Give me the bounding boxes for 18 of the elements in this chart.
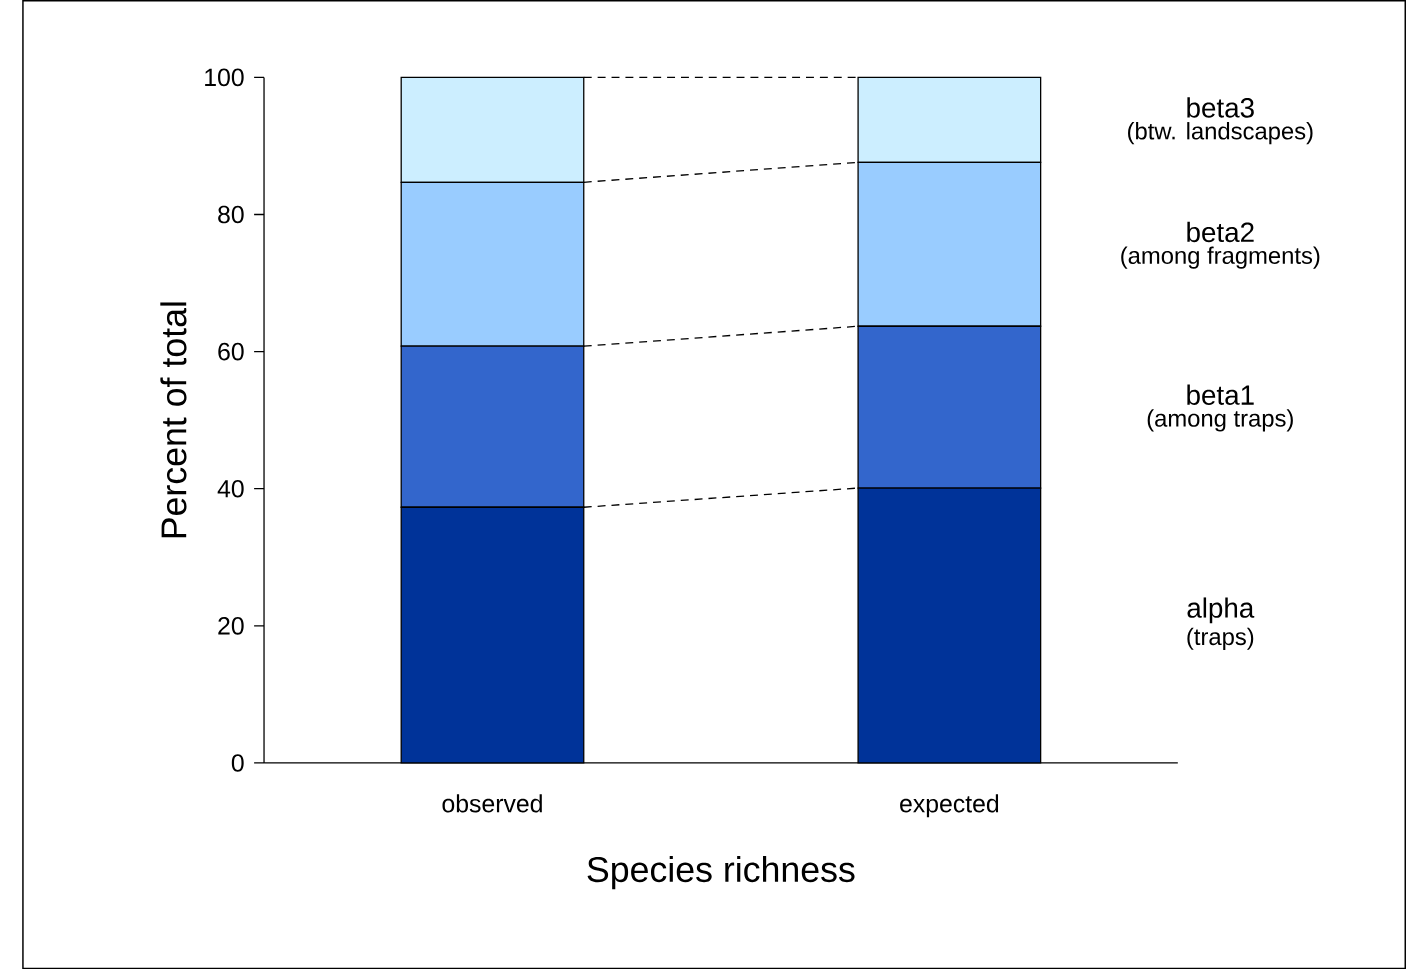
y-tick-label: 80 [218,205,244,224]
text: (traps) [1187,627,1254,650]
y-tick-label: 60 [218,342,244,361]
y-tick-label: 20 [218,616,244,635]
x-axis-title: Species richness [587,855,855,890]
annotation: (among traps) [1147,409,1293,432]
text: alpha [1187,597,1255,624]
text: beta2 [1187,221,1254,242]
y-axis-title: Percent of total [160,302,187,538]
y-tick-label: 40 [217,479,244,498]
y-tick-label: 100 [205,68,244,87]
x-tick-label: expected [900,794,999,818]
y-tick-label: 0 [231,754,244,772]
annotation: (among fragments) [1121,246,1320,269]
annotation: (btw. landscapes) [1128,121,1313,145]
text: beta3 [1187,97,1254,118]
x-tick-label: observed [442,794,542,813]
text: beta1 [1187,384,1254,405]
